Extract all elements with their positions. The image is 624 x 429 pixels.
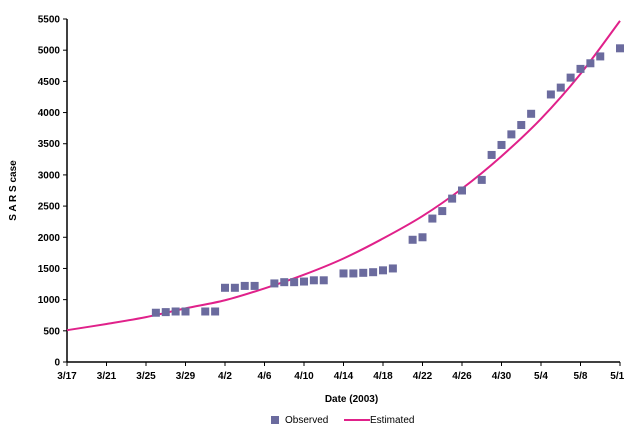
legend: Observed Estimated — [271, 415, 414, 426]
y-tick-label: 2500 — [38, 202, 61, 213]
observed-point — [428, 214, 437, 223]
observed-point — [349, 269, 358, 278]
observed-point — [290, 278, 299, 287]
x-axis: 3/17 3/21 3/25 3/29 4/2 4/6 4/10 4/14 4/18 4/22 4/… — [57, 361, 624, 382]
observed-point — [487, 150, 496, 159]
y-tick-label: 3000 — [38, 170, 61, 181]
observed-point — [418, 233, 427, 242]
x-tick-label: 4/10 — [294, 371, 314, 382]
y-tick-label: 5000 — [38, 46, 61, 57]
y-tick-label: 3500 — [38, 139, 61, 150]
x-tick-label: 4/30 — [492, 371, 512, 382]
observed-point — [477, 175, 486, 184]
observed-point — [151, 308, 160, 317]
observed-point — [339, 269, 348, 278]
observed-point — [556, 83, 565, 92]
observed-point — [171, 307, 180, 316]
legend-label-estimated: Estimated — [370, 415, 414, 426]
observed-point — [211, 307, 220, 316]
observed-point — [181, 307, 190, 316]
observed-point — [497, 140, 506, 149]
x-tick-label: 4/6 — [258, 371, 272, 382]
x-tick-label: 4/26 — [452, 371, 472, 382]
y-tick-label: 1000 — [38, 295, 61, 306]
x-tick-label: 3/29 — [176, 371, 196, 382]
observed-point — [369, 268, 378, 277]
x-tick-label: 3/25 — [136, 371, 156, 382]
x-tick-label: 5/12 — [610, 371, 624, 382]
observed-point — [230, 283, 239, 292]
observed-point — [388, 264, 397, 273]
plot-area — [66, 20, 624, 332]
observed-point — [280, 278, 289, 287]
observed-point — [448, 194, 457, 203]
observed-point — [300, 277, 308, 286]
observed-point — [359, 268, 368, 277]
y-tick-label: 500 — [43, 326, 60, 337]
estimated-line — [66, 20, 621, 332]
x-tick-label: 3/21 — [97, 371, 117, 382]
observed-point — [576, 64, 585, 73]
observed-point — [270, 279, 279, 288]
observed-point — [527, 109, 536, 118]
x-tick-label: 5/8 — [574, 371, 588, 382]
observed-point — [319, 276, 328, 285]
observed-point — [596, 52, 605, 61]
observed-point — [616, 44, 624, 53]
y-tick-label: 0 — [54, 358, 60, 369]
observed-point — [250, 281, 259, 290]
y-tick-label: 1500 — [38, 264, 61, 275]
y-axis-title: S A R S case — [8, 160, 19, 221]
x-tick-label: 4/22 — [413, 371, 433, 382]
observed-point — [458, 186, 466, 195]
x-tick-label: 4/18 — [373, 371, 393, 382]
observed-point — [379, 266, 387, 275]
observed-point — [221, 283, 229, 292]
observed-point — [408, 235, 417, 244]
x-tick-label: 4/14 — [334, 371, 354, 382]
x-tick-label: 4/2 — [218, 371, 232, 382]
y-tick-label: 2000 — [38, 233, 61, 244]
observed-point — [546, 90, 555, 99]
x-tick-label: 3/17 — [57, 371, 77, 382]
y-tick-label: 5500 — [38, 15, 61, 26]
observed-point — [201, 307, 210, 316]
legend-marker-observed — [271, 416, 279, 424]
y-tick-label: 4000 — [38, 108, 61, 119]
observed-point — [309, 276, 318, 285]
x-axis-title: Date (2003) — [325, 394, 378, 405]
observed-point — [240, 281, 249, 290]
observed-point — [586, 59, 595, 68]
x-tick-label: 5/4 — [534, 371, 548, 382]
legend-label-observed: Observed — [285, 415, 328, 426]
observed-point — [507, 130, 516, 139]
observed-point — [438, 207, 447, 216]
y-axis: 0 500 1000 1500 2000 2500 3000 3500 4000 4500 5000… — [38, 15, 68, 369]
y-tick-label: 4500 — [38, 77, 61, 88]
observed-point — [517, 121, 526, 130]
observed-point — [161, 308, 170, 317]
observed-point — [566, 73, 575, 82]
